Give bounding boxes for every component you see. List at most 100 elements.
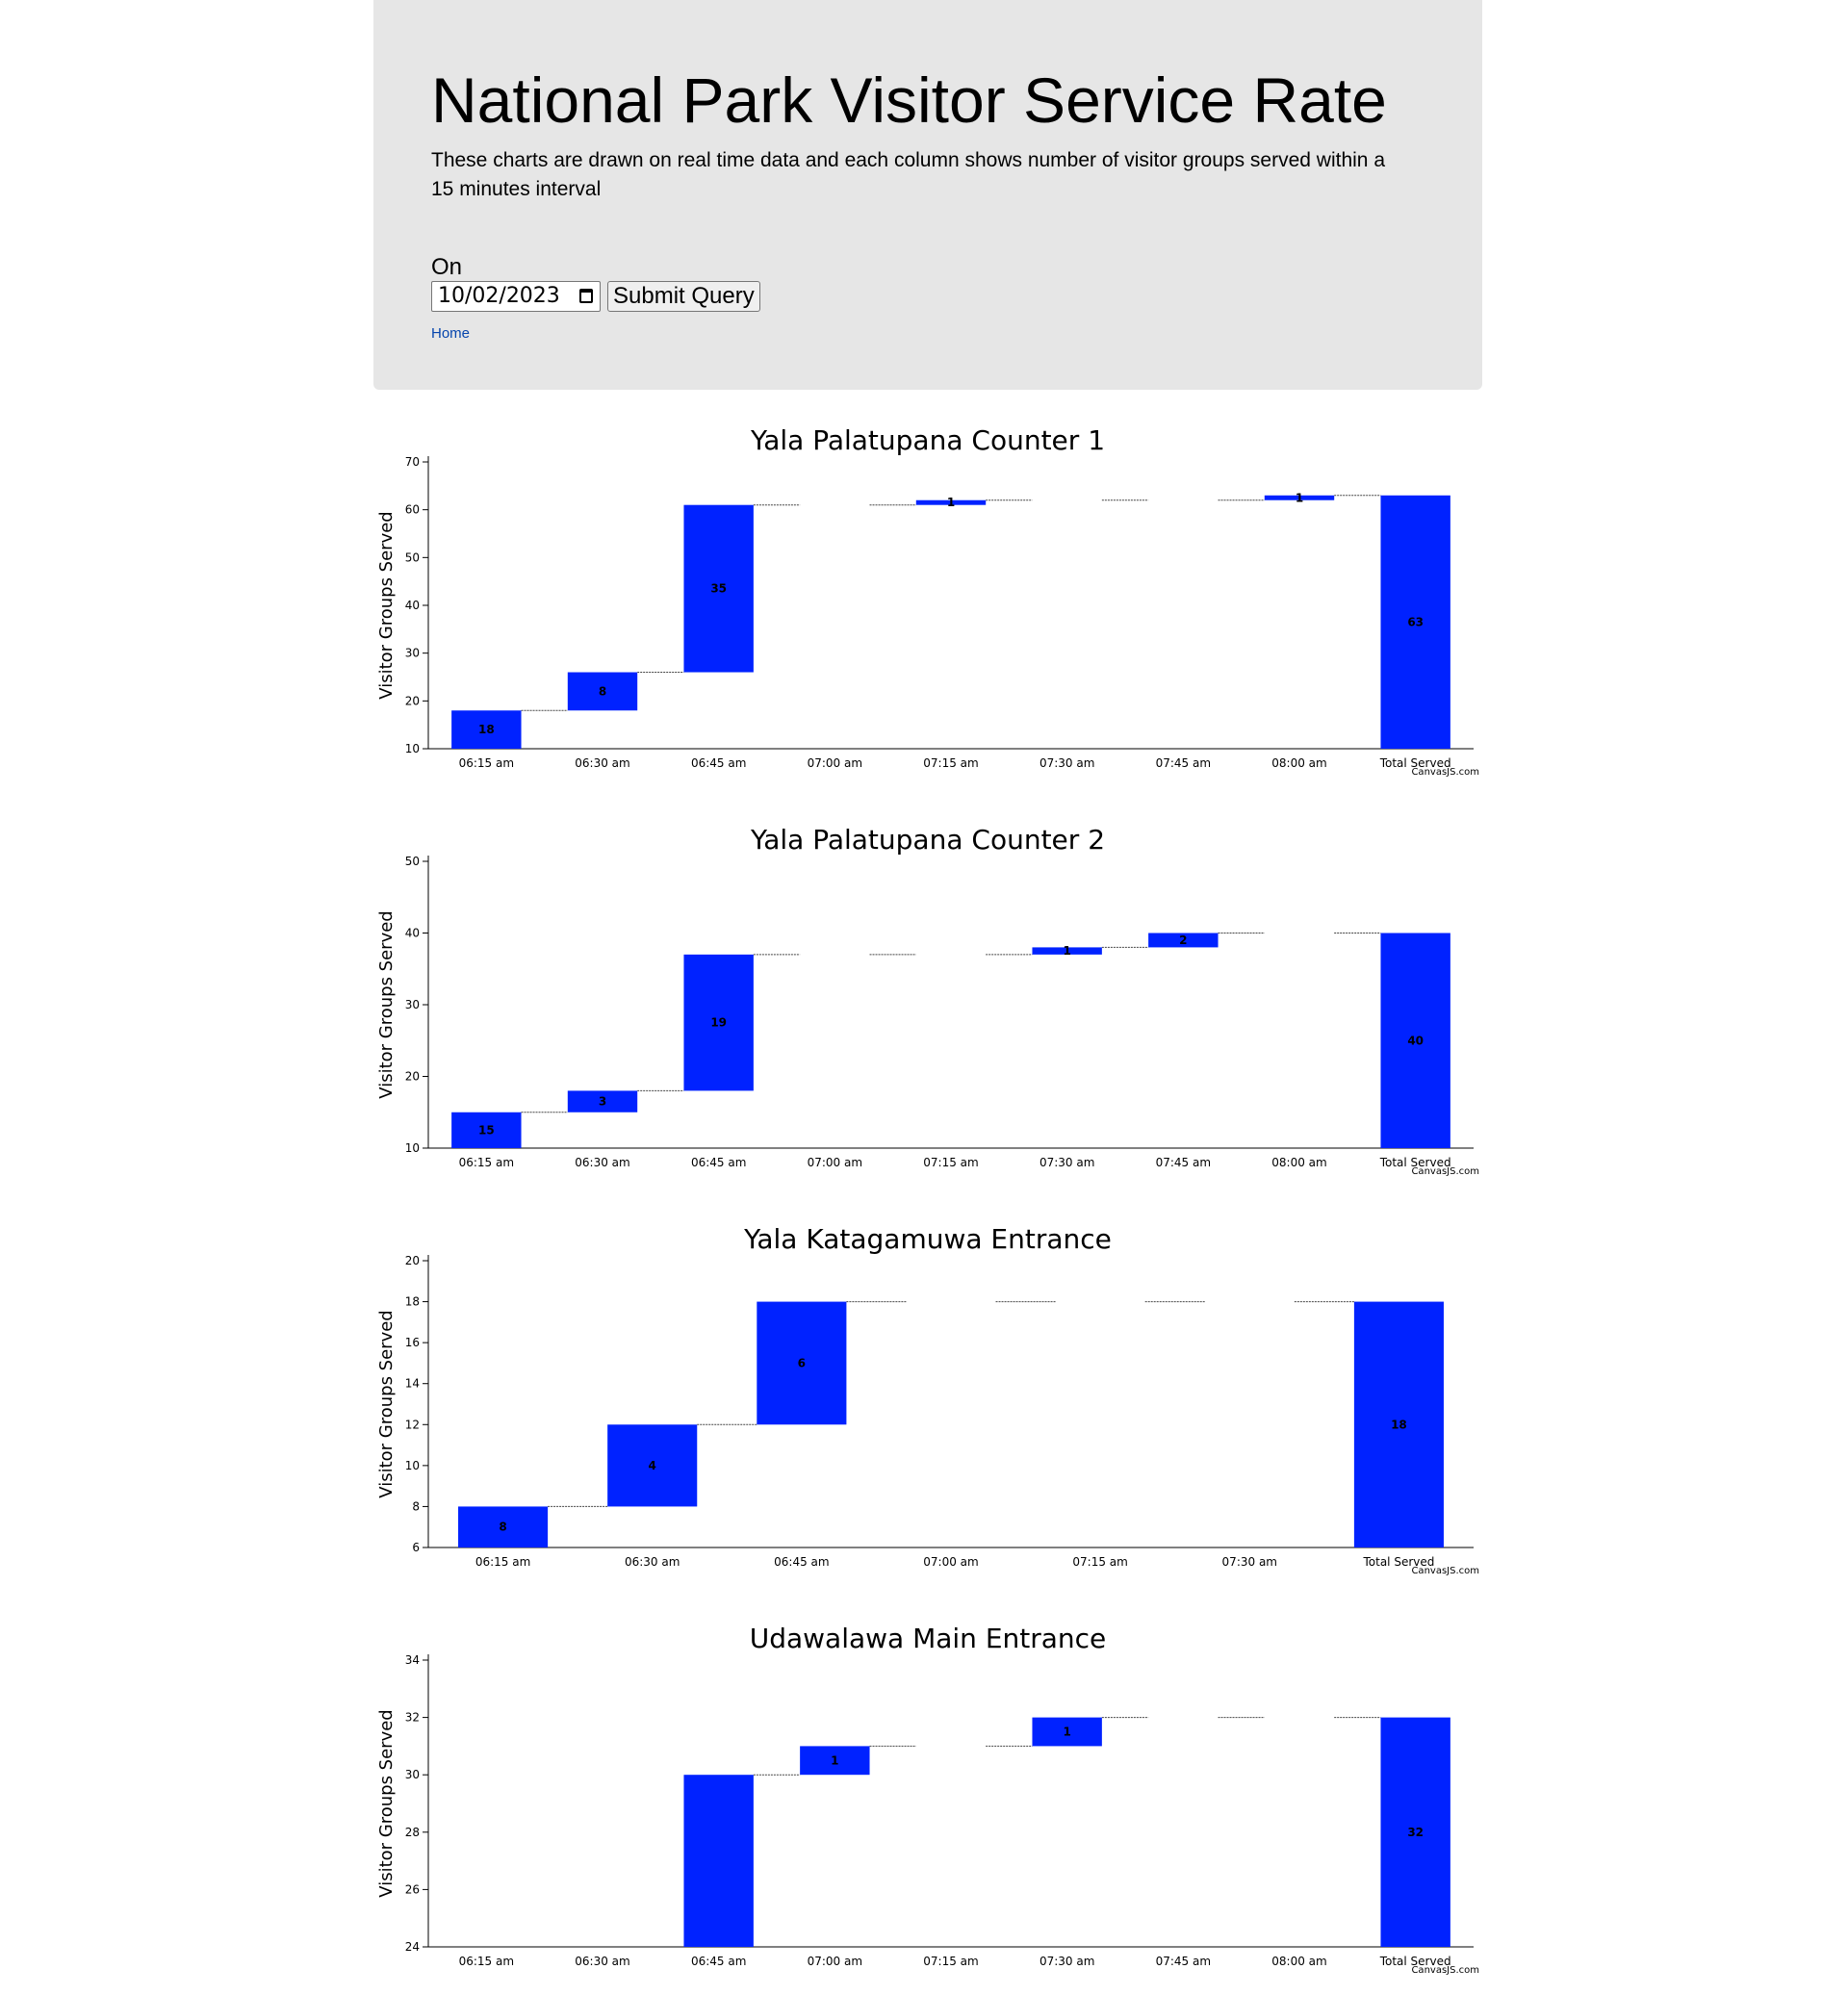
bar[interactable] <box>451 710 522 749</box>
bar-value-label: 2 <box>1179 934 1187 947</box>
y-tick-label: 70 <box>405 455 420 469</box>
bar[interactable] <box>1264 495 1335 500</box>
x-tick-label: 06:30 am <box>575 756 629 770</box>
x-tick-label: 07:00 am <box>808 1156 862 1169</box>
x-tick-label: 07:15 am <box>923 756 978 770</box>
bar[interactable] <box>567 672 638 711</box>
page-title: National Park Visitor Service Rate <box>431 64 1387 136</box>
bar[interactable] <box>567 1090 638 1113</box>
date-label: On <box>431 254 463 280</box>
home-link[interactable]: Home <box>431 325 471 342</box>
chart-title: Yala Palatupana Counter 1 <box>750 424 1105 456</box>
y-tick-label: 8 <box>412 1499 420 1513</box>
x-tick-label: 07:45 am <box>1156 756 1211 770</box>
chart-title: Yala Katagamuwa Entrance <box>743 1223 1112 1255</box>
y-axis-label: Visitor Groups Served <box>376 1709 397 1897</box>
bar[interactable] <box>683 1775 754 1947</box>
calendar-icon[interactable] <box>579 289 593 303</box>
y-tick-label: 32 <box>405 1711 420 1725</box>
bar-value-label: 1 <box>947 496 955 509</box>
x-tick-label: 07:30 am <box>1040 756 1094 770</box>
chart-svg: Udawalawa Main Entrance Visitor Groups Se… <box>376 1623 1479 1976</box>
x-tick-label: 06:45 am <box>691 756 746 770</box>
chart-credit[interactable]: CanvasJS.com <box>1411 1166 1479 1177</box>
y-tick-label: 10 <box>405 1459 420 1472</box>
date-input[interactable]: 10/02/2023 <box>431 281 601 312</box>
chart-3: Yala Katagamuwa Entrance Visitor Groups S… <box>373 1215 1482 1596</box>
chart-credit[interactable]: CanvasJS.com <box>1411 1566 1479 1576</box>
header-panel: National Park Visitor Service Rate These… <box>373 0 1482 390</box>
bar-value-label: 3 <box>599 1095 606 1109</box>
bar-value-label: 15 <box>478 1123 495 1137</box>
bar[interactable] <box>1032 1717 1102 1747</box>
bar-value-label: 40 <box>1407 1034 1424 1047</box>
bar[interactable] <box>683 504 754 673</box>
y-tick-label: 12 <box>405 1418 420 1431</box>
chart-credit[interactable]: CanvasJS.com <box>1411 767 1479 778</box>
bar-value-label: 18 <box>478 723 495 736</box>
bar[interactable] <box>757 1301 847 1425</box>
y-tick-label: 50 <box>405 550 420 564</box>
y-tick-label: 60 <box>405 503 420 517</box>
bar-value-label: 32 <box>1407 1826 1424 1839</box>
total-bar[interactable] <box>1353 1301 1444 1547</box>
bar[interactable] <box>451 1112 522 1148</box>
y-tick-label: 16 <box>405 1336 420 1349</box>
x-tick-label: 07:45 am <box>1156 1955 1211 1968</box>
bar[interactable] <box>458 1506 549 1547</box>
chart-svg: Yala Katagamuwa Entrance Visitor Groups S… <box>376 1223 1479 1576</box>
y-tick-label: 10 <box>405 1141 420 1155</box>
bar[interactable] <box>915 499 987 505</box>
x-tick-label: 07:30 am <box>1040 1156 1094 1169</box>
y-tick-label: 18 <box>405 1295 420 1309</box>
bar-value-label: 35 <box>710 582 727 596</box>
x-tick-label: 07:15 am <box>1072 1555 1127 1569</box>
x-tick-label: 06:30 am <box>575 1955 629 1968</box>
total-bar[interactable] <box>1380 495 1450 749</box>
x-tick-label: 06:45 am <box>774 1555 829 1569</box>
x-tick-label: Total Served <box>1379 756 1451 770</box>
y-axis-label: Visitor Groups Served <box>376 1310 397 1497</box>
y-tick-label: 20 <box>405 694 420 707</box>
chart-svg: Yala Palatupana Counter 1 Visitor Groups … <box>376 424 1479 778</box>
bar[interactable] <box>607 1424 698 1507</box>
submit-query-button[interactable]: Submit Query <box>607 281 760 312</box>
chart-2: Yala Palatupana Counter 2 Visitor Groups … <box>373 816 1482 1196</box>
y-tick-label: 30 <box>405 1768 420 1781</box>
chart-1: Yala Palatupana Counter 1 Visitor Groups … <box>373 417 1482 797</box>
x-tick-label: 06:30 am <box>575 1156 629 1169</box>
y-tick-label: 28 <box>405 1826 420 1839</box>
x-tick-label: 07:00 am <box>923 1555 978 1569</box>
x-tick-label: 07:45 am <box>1156 1156 1211 1169</box>
y-tick-label: 10 <box>405 742 420 755</box>
x-tick-label: 07:15 am <box>923 1156 978 1169</box>
x-tick-label: 06:15 am <box>459 756 514 770</box>
chart-credit[interactable]: CanvasJS.com <box>1411 1965 1479 1976</box>
bar-value-label: 4 <box>649 1459 656 1472</box>
y-tick-label: 40 <box>405 927 420 940</box>
bar[interactable] <box>1032 947 1102 955</box>
chart-title: Yala Palatupana Counter 2 <box>750 824 1105 856</box>
bar-value-label: 1 <box>1296 491 1303 504</box>
total-bar[interactable] <box>1380 933 1450 1149</box>
y-axis-label: Visitor Groups Served <box>376 910 397 1098</box>
bar-value-label: 1 <box>831 1753 838 1767</box>
y-tick-label: 24 <box>405 1940 420 1954</box>
y-tick-label: 26 <box>405 1882 420 1896</box>
x-tick-label: 08:00 am <box>1271 1955 1326 1968</box>
y-tick-label: 50 <box>405 855 420 868</box>
x-tick-label: 06:45 am <box>691 1156 746 1169</box>
bar[interactable] <box>683 954 754 1091</box>
x-tick-label: 06:45 am <box>691 1955 746 1968</box>
x-tick-label: 08:00 am <box>1271 1156 1326 1169</box>
x-tick-label: 06:30 am <box>625 1555 680 1569</box>
bar[interactable] <box>1148 933 1219 948</box>
y-tick-label: 40 <box>405 599 420 612</box>
date-input-value: 10/02/2023 <box>438 284 560 308</box>
bar-value-label: 1 <box>1063 944 1070 958</box>
y-tick-label: 30 <box>405 998 420 1011</box>
y-tick-label: 34 <box>405 1653 420 1667</box>
x-tick-label: Total Served <box>1379 1156 1451 1169</box>
x-tick-label: 06:15 am <box>459 1156 514 1169</box>
y-tick-label: 20 <box>405 1254 420 1267</box>
